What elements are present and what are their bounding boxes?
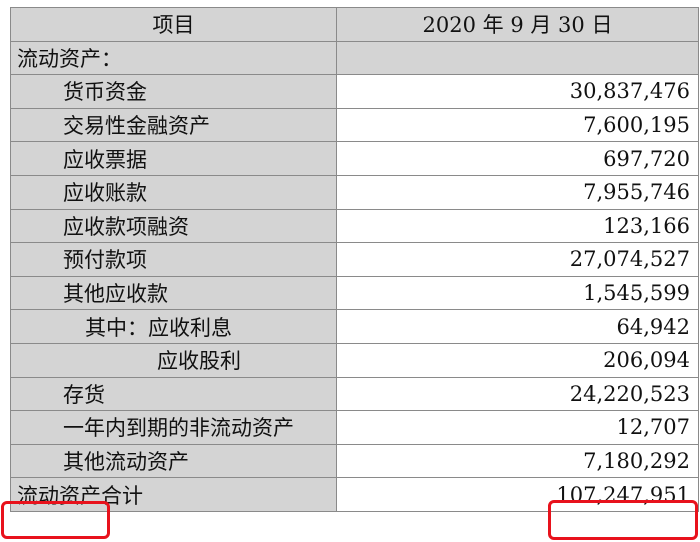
row-value: 697,720	[336, 141, 699, 176]
row-value: 12,707	[336, 410, 699, 445]
table-row: 应收款项融资 123,166	[10, 208, 699, 244]
row-value: 24,220,523	[336, 376, 699, 412]
row-value: 1,545,599	[336, 275, 699, 311]
row-label: 货币资金	[10, 74, 337, 109]
row-value: 123,166	[336, 208, 699, 244]
header-item: 项目	[10, 7, 337, 42]
row-value: 30,837,476	[336, 74, 699, 109]
row-label: 应收款项融资	[10, 208, 337, 244]
row-label: 应收股利	[10, 342, 337, 378]
section-title: 流动资产：	[10, 40, 337, 76]
table-row: 货币资金 30,837,476	[10, 74, 699, 109]
table-row: 一年内到期的非流动资产 12,707	[10, 410, 699, 445]
row-label: 应收票据	[10, 141, 337, 176]
table-header-row: 项目 2020 年 9 月 30 日	[10, 7, 699, 42]
row-label: 其中：应收利息	[10, 309, 337, 344]
table-row: 预付款项 27,074,527	[10, 242, 699, 277]
table-row: 存货 24,220,523	[10, 376, 699, 412]
table-row: 其中：应收利息 64,942	[10, 309, 699, 344]
table-row: 交易性金融资产 7,600,195	[10, 107, 699, 143]
table-row: 应收账款 7,955,746	[10, 174, 699, 210]
table-row: 其他流动资产 7,180,292	[10, 443, 699, 479]
highlight-box-total-value	[548, 500, 698, 540]
total-label: 流动资产合计	[10, 477, 337, 512]
section-value-cell	[336, 40, 699, 76]
row-value: 64,942	[336, 309, 699, 344]
total-value: 107,247,951	[336, 477, 699, 512]
row-value: 7,600,195	[336, 107, 699, 143]
table-row: 应收股利 206,094	[10, 342, 699, 378]
total-row: 流动资产合计 107,247,951	[10, 477, 699, 512]
row-label: 应收账款	[10, 174, 337, 210]
table-row: 其他应收款 1,545,599	[10, 275, 699, 311]
row-label: 其他流动资产	[10, 443, 337, 479]
table-row: 应收票据 697,720	[10, 141, 699, 176]
section-row: 流动资产：	[10, 40, 699, 76]
row-value: 7,180,292	[336, 443, 699, 479]
current-assets-table: 项目 2020 年 9 月 30 日 流动资产： 货币资金 30,837,476…	[10, 7, 699, 512]
highlight-box-total-label	[1, 501, 110, 539]
row-label: 其他应收款	[10, 275, 337, 311]
row-label: 存货	[10, 376, 337, 412]
row-value: 27,074,527	[336, 242, 699, 277]
row-value: 206,094	[336, 342, 699, 378]
header-date: 2020 年 9 月 30 日	[336, 7, 699, 42]
row-label: 一年内到期的非流动资产	[10, 410, 337, 445]
row-value: 7,955,746	[336, 174, 699, 210]
row-label: 预付款项	[10, 242, 337, 277]
row-label: 交易性金融资产	[10, 107, 337, 143]
